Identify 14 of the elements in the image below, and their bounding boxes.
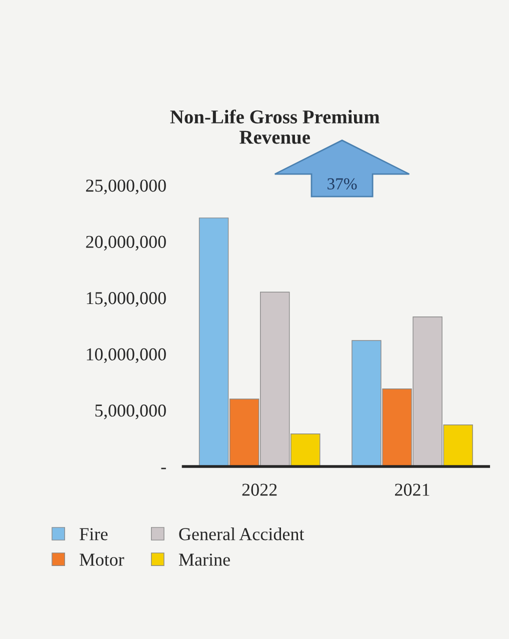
annotation: 37% [328,178,357,190]
x-tick-label: 2021 [395,484,430,496]
y-tick-label: - [161,468,166,470]
y-tick-label: 5,000,000 [95,404,166,420]
y-tick-label: 20,000,000 [86,236,166,251]
y-tick-label: 15,000,000 [86,292,166,307]
legend-label: Fire [80,528,108,540]
legend-label: Marine [178,554,230,566]
legend-label: Motor [80,554,124,566]
legend-label: General Accident [179,528,304,540]
y-tick-label: 10,000,000 [86,348,166,364]
y-tick-label: 25,000,000 [86,180,166,194]
x-tick-label: 2022 [242,484,277,496]
chart-title: Non-Life Gross Premium Revenue [170,110,380,144]
